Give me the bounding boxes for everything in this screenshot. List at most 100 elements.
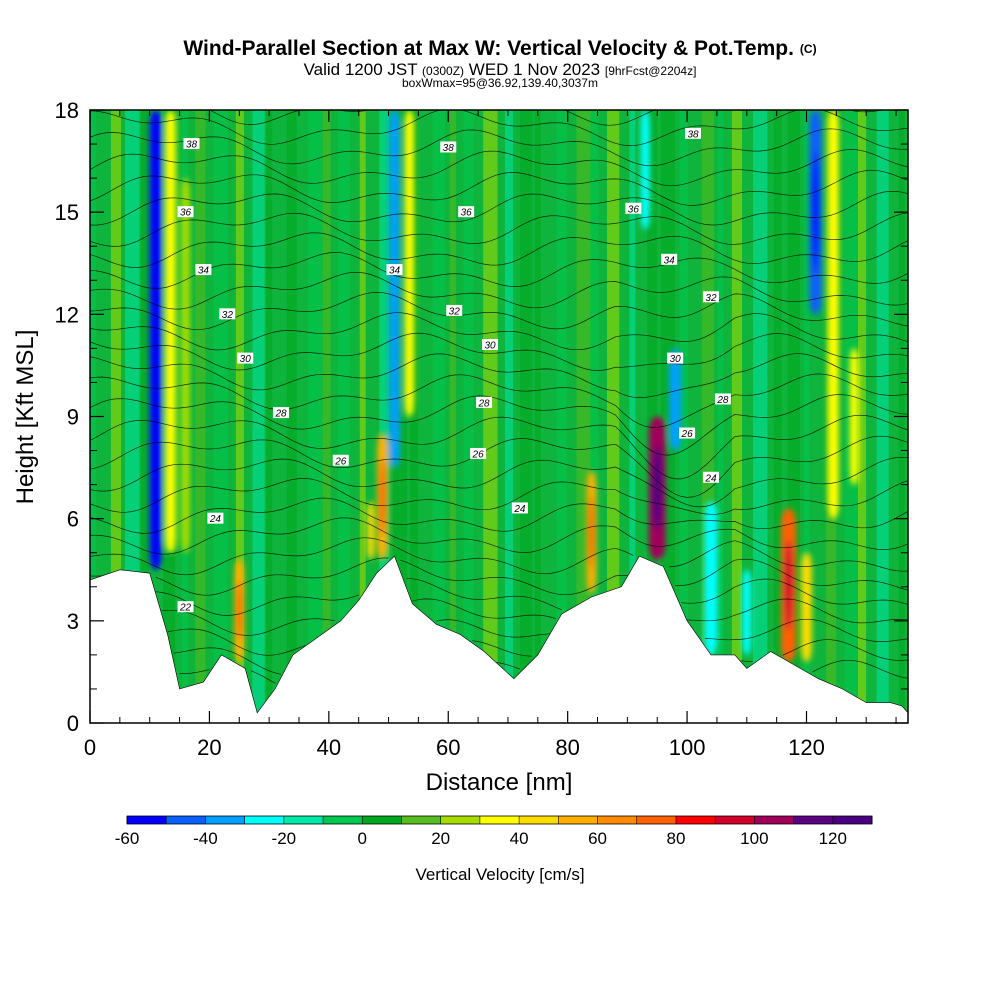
theta-contour-line — [179, 659, 908, 684]
colorbar-swatch — [519, 816, 559, 824]
x-tick-label: 40 — [317, 735, 341, 760]
subtitle-forecast-info: [9hrFcst@2204z] — [604, 64, 697, 78]
y-tick-label: 18 — [55, 98, 79, 123]
velocity-column — [827, 110, 839, 519]
theta-contour-label-text: 34 — [664, 255, 676, 266]
theta-contour-line — [90, 557, 908, 596]
theta-contour-label: 26 — [332, 454, 349, 467]
velocity-column-core — [588, 495, 595, 570]
theta-contour-label-bg — [482, 338, 499, 350]
chart-title: Wind-Parallel Section at Max W: Vertical… — [0, 37, 1000, 61]
velocity-band — [322, 110, 331, 723]
x-tick-label: 60 — [436, 735, 460, 760]
theta-contour-line — [90, 332, 908, 371]
theta-contour-line — [90, 68, 908, 105]
theta-contour-label-text: 30 — [240, 354, 252, 365]
velocity-columns — [149, 110, 859, 662]
theta-contour-label-bg — [219, 308, 236, 320]
terrain-mask — [90, 555, 908, 723]
theta-contour-label-bg — [440, 141, 457, 153]
y-tick-label: 6 — [67, 507, 79, 532]
velocity-band — [556, 110, 567, 723]
theta-contour-label-bg — [183, 138, 200, 150]
velocity-band — [717, 110, 724, 723]
theta-contour-label-bg — [685, 127, 702, 139]
theta-contour-label-text: 30 — [670, 354, 682, 365]
velocity-band — [195, 110, 206, 723]
velocity-band — [876, 110, 889, 723]
theta-contour-label-text: 32 — [705, 293, 717, 304]
theta-contour-line — [90, 271, 908, 310]
theta-contour-label: 36 — [458, 206, 475, 219]
colorbar-swatch — [597, 816, 638, 824]
velocity-band — [140, 110, 150, 723]
theta-contour-label-bg — [273, 407, 290, 419]
velocity-band — [410, 110, 419, 723]
theta-contour-labels: 22 24 24 24 26 26 26 28 28 28 30 30 30 32 32 32 34 34 34 36… — [177, 127, 731, 614]
theta-contour-label: 26 — [470, 447, 487, 460]
colorbar-swatch — [754, 816, 795, 824]
theta-contour-label: 26 — [679, 427, 696, 440]
colorbar-tick-label: 80 — [666, 829, 685, 848]
x-tick-label: 120 — [788, 735, 825, 760]
colorbar-swatch — [558, 816, 599, 824]
theta-contour-label: 34 — [386, 264, 403, 277]
theta-contour-label-bg — [458, 206, 475, 218]
colorbar-swatch — [127, 816, 167, 824]
theta-contour-label: 38 — [183, 138, 200, 151]
velocity-band — [266, 110, 273, 723]
theta-contour-label: 36 — [177, 206, 194, 219]
theta-contour-label-text: 36 — [180, 208, 192, 219]
theta-contour-line — [90, 497, 908, 534]
theta-contour-label-bg — [195, 264, 212, 276]
colorbar-swatch — [166, 816, 206, 824]
theta-contour-label-bg — [470, 447, 487, 459]
velocity-column — [367, 501, 375, 560]
theta-contour-label: 34 — [195, 264, 212, 277]
theta-contour-line — [90, 292, 908, 331]
theta-contour-line — [90, 478, 908, 515]
colorbar-tick-label: 100 — [740, 829, 768, 848]
theta-contour-label-bg — [702, 291, 719, 303]
theta-contour-label: 30 — [237, 352, 254, 365]
theta-contour-line — [90, 191, 908, 226]
theta-contour-label: 28 — [273, 407, 290, 420]
theta-contour-label-text: 36 — [628, 204, 640, 215]
theta-contour-label-bg — [667, 352, 684, 364]
x-axis-label: Distance [nm] — [426, 769, 573, 796]
theta-contour-label: 38 — [685, 127, 702, 140]
theta-contour-label-bg — [177, 601, 194, 613]
velocity-band — [213, 110, 228, 723]
theta-contour-line — [167, 618, 908, 656]
theta-contour-label: 34 — [661, 253, 678, 266]
theta-contour-label-bg — [446, 304, 463, 316]
chart-title-text: Wind-Parallel Section at Max W: Vertical… — [183, 37, 794, 60]
theta-contour-line — [90, 517, 908, 555]
velocity-band — [590, 110, 599, 723]
velocity-column-core — [652, 445, 662, 531]
colorbar-swatch — [401, 816, 442, 824]
theta-contour-line — [90, 128, 908, 167]
theta-contour-line — [90, 252, 908, 289]
velocity-column — [704, 501, 718, 655]
theta-contour-label: 28 — [476, 396, 493, 409]
theta-contours — [90, 68, 908, 684]
velocity-background-bands — [90, 110, 905, 723]
velocity-band — [286, 110, 297, 723]
velocity-band — [607, 110, 620, 723]
theta-contour-line — [90, 394, 908, 456]
theta-contour-label-text: 34 — [198, 266, 210, 277]
colorbar-swatch — [205, 816, 246, 824]
theta-contour-label-bg — [386, 264, 403, 276]
theta-contour-line — [90, 149, 908, 187]
velocity-column — [669, 348, 682, 451]
colorbar-swatch — [283, 816, 324, 824]
theta-contour-label-text: 22 — [179, 603, 192, 614]
velocity-band — [463, 110, 474, 723]
y-tick-label: 12 — [55, 302, 79, 327]
velocity-column — [404, 110, 415, 417]
velocity-band — [803, 110, 810, 723]
theta-contour-label: 32 — [446, 304, 463, 317]
